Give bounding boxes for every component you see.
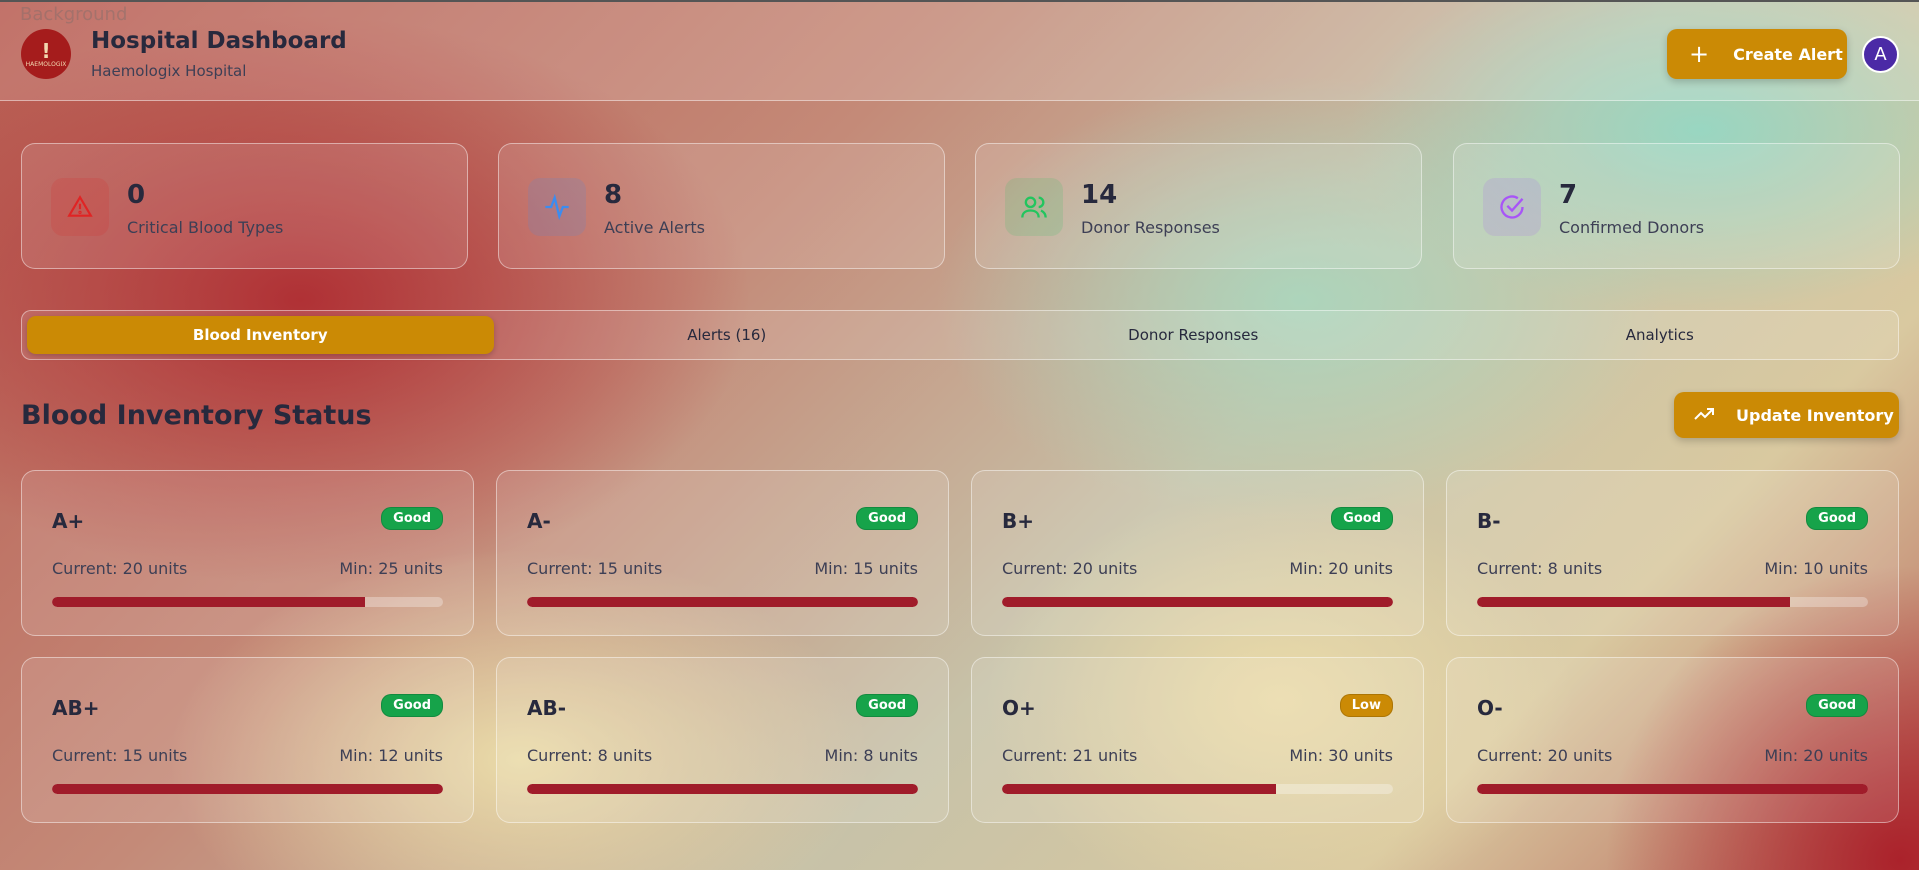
stat-label: Donor Responses [1081,218,1220,237]
status-badge: Low [1339,694,1393,717]
stat-card: 14 Donor Responses [975,143,1422,269]
min-units: Min: 8 units [824,746,918,765]
stock-progress-bar [1477,597,1868,607]
min-units: Min: 15 units [814,559,918,578]
tab-alerts[interactable]: Alerts (16) [687,326,767,344]
stock-progress-bar [52,597,443,607]
current-units: Current: 20 units [1477,746,1613,765]
trending-up-icon [1694,406,1714,425]
blood-type: AB+ [52,696,100,720]
header: ! HAEMOLOGIX Hospital Dashboard Haemologi… [0,0,1919,101]
current-units: Current: 15 units [527,559,663,578]
hospital-name: Haemologix Hospital [91,62,247,80]
stock-progress-fill [527,784,918,794]
hospital-logo: ! HAEMOLOGIX [21,29,71,79]
stock-progress-bar [527,784,918,794]
blood-type-card: O+ Low Current: 21 units Min: 30 units [971,657,1424,823]
users-icon [1005,178,1063,236]
stat-value: 8 [604,180,623,210]
tab-blood-inventory[interactable]: Blood Inventory [27,316,494,354]
create-alert-button[interactable]: + Create Alert [1667,29,1847,79]
stock-progress-fill [52,597,365,607]
stock-progress-bar [1002,784,1393,794]
blood-type-card: AB+ Good Current: 15 units Min: 12 units [21,657,474,823]
min-units: Min: 10 units [1764,559,1868,578]
stat-card: 8 Active Alerts [498,143,945,269]
status-badge: Good [381,507,443,530]
update-inventory-button[interactable]: Update Inventory [1674,392,1899,438]
blood-type-card: B+ Good Current: 20 units Min: 20 units [971,470,1424,636]
blood-type-card: A+ Good Current: 20 units Min: 25 units [21,470,474,636]
stat-label: Confirmed Donors [1559,218,1705,237]
tab-analytics[interactable]: Analytics [1625,326,1694,344]
min-units: Min: 25 units [339,559,443,578]
section-title: Blood Inventory Status [21,400,372,431]
blood-type-card: A- Good Current: 15 units Min: 15 units [496,470,949,636]
status-badge: Good [856,694,918,717]
blood-type: A+ [52,509,85,533]
status-badge: Good [1806,507,1868,530]
current-units: Current: 15 units [52,746,188,765]
create-alert-label: Create Alert [1733,44,1843,64]
stock-progress-fill [527,597,918,607]
stat-value: 14 [1081,180,1118,210]
current-units: Current: 20 units [1002,559,1138,578]
min-units: Min: 20 units [1289,559,1393,578]
plus-icon: + [1689,40,1710,68]
blood-type-card: B- Good Current: 8 units Min: 10 units [1446,470,1899,636]
alert-triangle-icon [51,178,109,236]
blood-type: O- [1477,696,1503,720]
blood-type: A- [527,509,551,533]
stat-label: Active Alerts [604,218,705,237]
status-badge: Good [1331,507,1393,530]
tab-donor-responses[interactable]: Donor Responses [1128,326,1259,344]
stock-progress-fill [1002,597,1393,607]
status-badge: Good [381,694,443,717]
current-units: Current: 8 units [1477,559,1603,578]
stock-progress-fill [52,784,443,794]
stat-value: 0 [127,180,146,210]
min-units: Min: 12 units [339,746,443,765]
page-title: Hospital Dashboard [91,28,347,54]
blood-type: AB- [527,696,567,720]
stat-card: 0 Critical Blood Types [21,143,468,269]
stat-value: 7 [1559,180,1578,210]
stock-progress-fill [1477,597,1790,607]
check-circle-icon [1483,178,1541,236]
activity-icon [528,178,586,236]
stat-card: 7 Confirmed Donors [1453,143,1900,269]
stock-progress-fill [1002,784,1276,794]
status-badge: Good [856,507,918,530]
blood-type: B+ [1002,509,1035,533]
stock-progress-fill [1477,784,1868,794]
blood-type: O+ [1002,696,1036,720]
update-inventory-label: Update Inventory [1736,405,1894,425]
current-units: Current: 21 units [1002,746,1138,765]
current-units: Current: 8 units [527,746,653,765]
status-badge: Good [1806,694,1868,717]
min-units: Min: 20 units [1764,746,1868,765]
avatar[interactable]: A [1862,36,1899,73]
blood-type: B- [1477,509,1501,533]
background-label: Background [20,4,128,25]
blood-type-card: O- Good Current: 20 units Min: 20 units [1446,657,1899,823]
stock-progress-bar [1477,784,1868,794]
blood-type-card: AB- Good Current: 8 units Min: 8 units [496,657,949,823]
stat-label: Critical Blood Types [127,218,284,237]
tabs: Blood Inventory Alerts (16) Donor Respon… [21,310,1899,360]
stock-progress-bar [1002,597,1393,607]
stock-progress-bar [52,784,443,794]
min-units: Min: 30 units [1289,746,1393,765]
current-units: Current: 20 units [52,559,188,578]
stock-progress-bar [527,597,918,607]
